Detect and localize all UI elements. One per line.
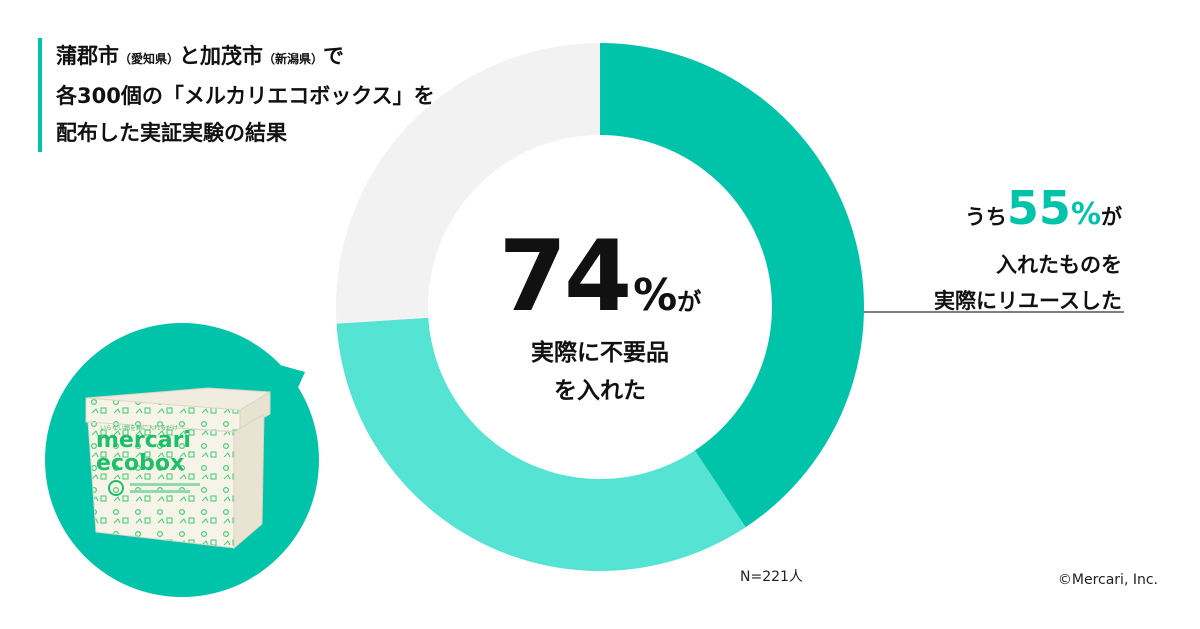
title-line-2: 各300個の「メルカリエコボックス」を: [56, 84, 435, 108]
title-particle: で: [323, 44, 345, 68]
box-graphic: mercari ecobox いらない物を箱に入れるだけ: [85, 387, 271, 550]
callout-percent: %: [1070, 197, 1101, 232]
chart-title: 蒲郡市（愛知県）と加茂市（新潟県）で 各300個の「メルカリエコボックス」を 配…: [38, 38, 435, 152]
callout-value: うち55%が: [934, 180, 1122, 247]
callout-line-3: 実際にリユースした: [934, 289, 1122, 313]
callout-number: 55: [1006, 181, 1071, 235]
title-line-3: 配布した実証実験の結果: [56, 121, 287, 145]
donut-slice-1: [600, 43, 865, 528]
title-pref-1: （愛知県）: [119, 52, 180, 66]
center-percent: %: [633, 270, 678, 321]
title-line-1: 蒲郡市（愛知県）と加茂市（新潟県）で: [56, 38, 435, 78]
center-sub-1: 実際に不要品: [531, 340, 669, 366]
copyright-notice: ©Mercari, Inc.: [1057, 572, 1158, 588]
box-text-line-icon: [130, 490, 190, 493]
callout-suffix: が: [1101, 205, 1122, 229]
donut-slices: [336, 43, 865, 571]
center-number: 74: [498, 220, 632, 334]
reuse-callout: うち55%が 入れたものを 実際にリユースした: [934, 180, 1122, 319]
box-brand-line-1: mercari: [96, 428, 191, 453]
callout-prefix: うち: [964, 205, 1007, 229]
title-city-2: と加茂市: [179, 44, 264, 68]
callout-line-2: 入れたものを: [996, 253, 1122, 277]
center-value: 74%が: [460, 222, 740, 332]
title-city-1: 蒲郡市: [56, 44, 119, 68]
box-text-line-icon: [130, 483, 200, 486]
box-brand-line-2: ecobox: [96, 451, 184, 476]
donut-slice-3: [336, 43, 600, 324]
title-pref-2: （新潟県）: [263, 52, 324, 66]
box-logo-icon: [108, 480, 124, 496]
donut-slice-2: [336, 317, 746, 571]
sample-size-label: N=221人: [740, 569, 803, 585]
donut-center-label: 74%が 実際に不要品 を入れた: [460, 222, 740, 408]
box-top-caption: いらない物を箱に入れるだけ: [100, 424, 178, 432]
center-particle: が: [677, 288, 702, 316]
center-sub-2: を入れた: [554, 378, 646, 404]
